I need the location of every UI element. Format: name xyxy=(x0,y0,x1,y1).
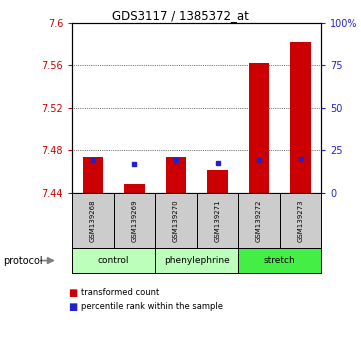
Text: phenylephrine: phenylephrine xyxy=(164,256,230,265)
Bar xyxy=(280,193,321,248)
Text: GSM139269: GSM139269 xyxy=(131,199,138,242)
Bar xyxy=(72,248,155,273)
Bar xyxy=(124,184,145,193)
Text: GSM139272: GSM139272 xyxy=(256,199,262,242)
Bar xyxy=(166,157,186,193)
Text: GDS3117 / 1385372_at: GDS3117 / 1385372_at xyxy=(112,9,249,22)
Bar xyxy=(249,63,269,193)
Text: protocol: protocol xyxy=(4,256,43,266)
Text: GSM139270: GSM139270 xyxy=(173,199,179,242)
Text: GSM139273: GSM139273 xyxy=(297,199,304,242)
Text: ■: ■ xyxy=(69,302,78,312)
Text: control: control xyxy=(98,256,130,265)
Bar xyxy=(238,248,321,273)
Text: ■: ■ xyxy=(69,288,78,298)
Bar xyxy=(197,193,238,248)
Bar xyxy=(207,170,228,193)
Bar xyxy=(290,42,311,193)
Bar xyxy=(83,157,103,193)
Text: stretch: stretch xyxy=(264,256,296,265)
Text: percentile rank within the sample: percentile rank within the sample xyxy=(81,302,223,312)
Bar xyxy=(155,193,197,248)
Bar xyxy=(114,193,155,248)
Text: transformed count: transformed count xyxy=(81,288,160,297)
Text: GSM139268: GSM139268 xyxy=(90,199,96,242)
Bar xyxy=(155,248,238,273)
Text: GSM139271: GSM139271 xyxy=(214,199,221,242)
Bar xyxy=(72,193,114,248)
Bar xyxy=(238,193,280,248)
